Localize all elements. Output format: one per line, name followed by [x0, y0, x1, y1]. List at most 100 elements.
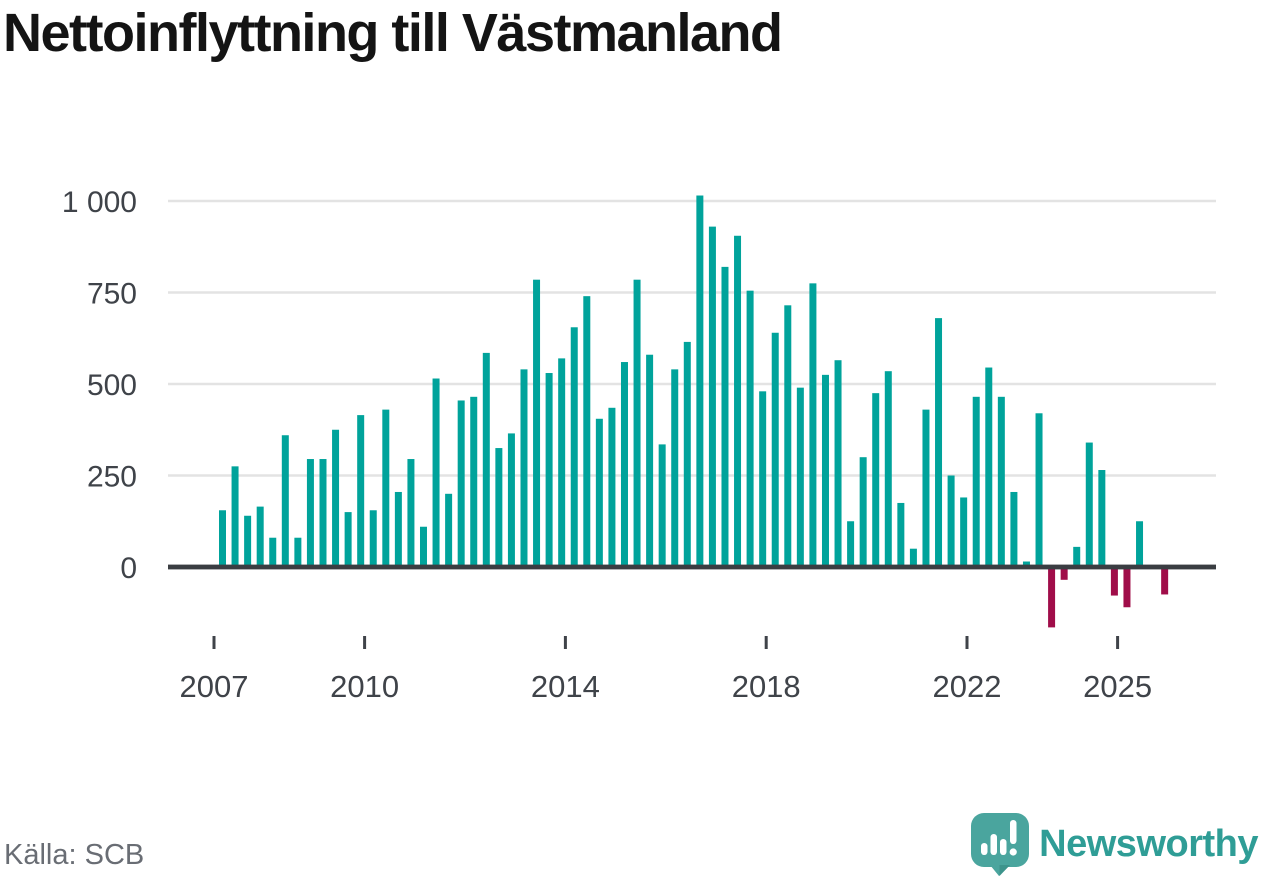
bar-2017-q4	[759, 391, 767, 567]
x-tick-2010	[363, 636, 367, 649]
y-tick-label: 750	[87, 278, 137, 311]
bar-2013-q3	[545, 373, 553, 567]
bar-2012-q2	[482, 352, 490, 567]
bar-2024-q4	[1110, 567, 1118, 596]
mini-bar-2	[990, 834, 998, 855]
x-tick-label-2010: 2010	[330, 669, 399, 704]
bar-2016-q4	[708, 226, 716, 567]
bar-2015-q2	[633, 279, 641, 567]
bar-2008-q4	[306, 459, 314, 567]
bar-2014-q1	[570, 327, 578, 567]
bar-2024-q3	[1098, 470, 1106, 567]
bar-2019-q3	[847, 521, 855, 567]
bar-2016-q2	[683, 341, 691, 567]
bar-2019-q4	[859, 457, 867, 567]
bar-2011-q1	[419, 526, 427, 567]
x-tick-label-2022: 2022	[933, 669, 1002, 704]
newsworthy-wordmark: Newsworthy	[1039, 823, 1258, 865]
bar-2013-q4	[558, 358, 566, 567]
bar-2024-q2	[1085, 442, 1093, 567]
x-tick-label-2018: 2018	[732, 669, 801, 704]
exclamation-bar	[1010, 820, 1017, 844]
bar-2010-q4	[407, 459, 415, 567]
bar-2007-q1	[219, 510, 226, 567]
bar-2016-q3	[696, 195, 704, 567]
bar-2010-q2	[382, 409, 390, 567]
y-tick-label: 1 000	[62, 186, 137, 219]
bar-2022-q4	[1010, 491, 1018, 567]
bar-2018-q2	[784, 305, 792, 567]
bar-2009-q2	[332, 429, 340, 567]
bar-2021-q1	[922, 409, 930, 567]
bar-2015-q4	[658, 444, 666, 567]
bar-2020-q2	[884, 371, 892, 567]
bar-2013-q2	[533, 279, 541, 567]
bar-2018-q1	[771, 332, 779, 567]
bar-2015-q3	[646, 354, 654, 567]
bar-2008-q1	[269, 537, 277, 567]
bar-2012-q4	[507, 433, 515, 567]
bar-2009-q1	[319, 459, 327, 567]
bar-2017-q3	[746, 290, 754, 567]
bar-2012-q1	[470, 396, 478, 567]
y-tick-label: 500	[87, 369, 137, 402]
bar-2010-q3	[394, 491, 402, 567]
bar-2014-q4	[608, 407, 616, 567]
bar-2009-q4	[357, 415, 365, 567]
bar-2023-q1	[1022, 561, 1030, 567]
bar-2009-q3	[344, 512, 352, 567]
bar-2014-q3	[595, 418, 603, 567]
bar-2016-q1	[671, 369, 679, 567]
bar-2007-q3	[244, 515, 252, 567]
bar-2023-q2	[1035, 413, 1043, 567]
x-tick-2022	[965, 636, 969, 649]
bar-2017-q1	[721, 266, 729, 567]
chart-title: Nettoinflyttning till Västmanland	[3, 3, 783, 63]
bar-2013-q1	[520, 369, 528, 567]
newsworthy-bubble-chart-icon	[971, 813, 1030, 876]
bar-2022-q1	[972, 396, 980, 567]
bar-2012-q3	[495, 448, 503, 567]
bar-2025-q4	[1161, 567, 1169, 595]
x-axis-line	[168, 564, 1216, 570]
bar-2025-q1	[1123, 567, 1131, 608]
bar-2007-q4	[256, 506, 264, 567]
x-tick-2025	[1116, 636, 1120, 649]
bar-2021-q3	[947, 475, 955, 567]
bar-2011-q3	[445, 493, 453, 567]
bar-2020-q4	[909, 548, 917, 567]
x-tick-2018	[764, 636, 768, 649]
bar-2008-q2	[281, 435, 289, 567]
bar-2011-q4	[457, 400, 465, 567]
bar-2022-q2	[985, 367, 993, 567]
mini-bar-1	[981, 843, 988, 855]
bar-2024-q1	[1073, 546, 1081, 567]
x-tick-2007	[212, 636, 216, 649]
bar-2021-q2	[935, 318, 943, 567]
newsworthy-logo: Newsworthy	[969, 811, 1258, 877]
y-tick-label: 0	[120, 552, 137, 585]
bar-2025-q2	[1136, 521, 1144, 567]
bar-2023-q4	[1060, 567, 1068, 580]
bar-2017-q2	[734, 235, 742, 567]
source-note: Källa: SCB	[4, 839, 145, 871]
bar-2015-q1	[620, 362, 628, 567]
bar-2021-q4	[960, 497, 968, 567]
bar-2007-q2	[231, 466, 239, 567]
bar-2011-q2	[432, 378, 440, 567]
bar-2018-q4	[809, 283, 817, 567]
bar-2008-q3	[294, 537, 302, 567]
bar-2018-q3	[796, 387, 804, 567]
x-tick-2014	[563, 636, 567, 649]
x-tick-label-2007: 2007	[180, 669, 249, 704]
bar-2023-q3	[1048, 567, 1056, 628]
bar-2020-q1	[872, 393, 880, 567]
bar-2022-q3	[997, 396, 1005, 567]
bar-2019-q1	[821, 374, 829, 567]
x-tick-label-2025: 2025	[1083, 669, 1152, 704]
bar-2014-q2	[583, 296, 591, 567]
bar-2019-q2	[834, 360, 842, 567]
speech-bubble	[971, 813, 1030, 867]
